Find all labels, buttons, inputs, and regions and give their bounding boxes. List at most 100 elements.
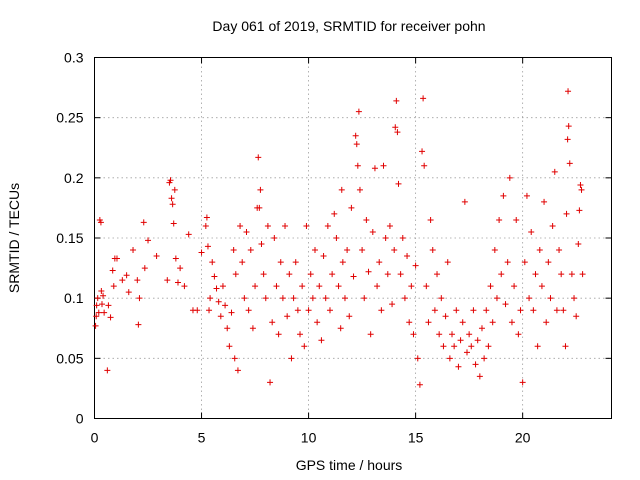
data-point [284, 313, 291, 320]
data-point [326, 307, 333, 314]
data-point [98, 287, 105, 294]
data-point [232, 271, 239, 278]
data-point [181, 283, 188, 290]
data-point [92, 322, 99, 329]
points [92, 88, 586, 388]
data-point [252, 283, 259, 290]
data-point [110, 283, 117, 290]
data-point [286, 271, 293, 278]
data-point [506, 174, 513, 181]
data-point [215, 298, 222, 305]
data-point [545, 259, 552, 266]
data-point [436, 331, 443, 338]
data-point [145, 237, 152, 244]
data-point [299, 283, 306, 290]
data-point [234, 367, 241, 374]
data-point [455, 363, 462, 370]
data-point [95, 309, 102, 316]
data-point [449, 331, 456, 338]
data-point [135, 321, 142, 328]
data-point [429, 247, 436, 254]
data-point [491, 247, 498, 254]
data-point [382, 235, 389, 241]
data-point [421, 162, 428, 169]
data-point [337, 325, 344, 332]
data-point [167, 177, 174, 184]
data-point [100, 292, 107, 299]
y-tick-label: 0.15 [56, 230, 83, 246]
data-point [279, 295, 286, 302]
data-point [107, 314, 114, 321]
data-point [394, 129, 401, 136]
data-point [222, 302, 229, 309]
data-point [365, 268, 372, 275]
x-tick-label: 0 [91, 430, 99, 446]
data-point [94, 295, 101, 302]
data-point [249, 325, 256, 332]
data-point [444, 259, 451, 266]
data-point [170, 220, 177, 227]
data-point [258, 241, 265, 248]
data-point [237, 222, 244, 229]
data-point [243, 228, 250, 235]
data-point [134, 277, 141, 284]
data-point [204, 243, 211, 250]
data-point [271, 235, 278, 241]
data-point [224, 325, 231, 332]
data-point [241, 295, 248, 302]
data-point [543, 319, 550, 326]
data-point [231, 355, 238, 362]
data-point [354, 162, 361, 169]
y-axis-label: SRMTID / TECUs [6, 183, 22, 293]
data-point [556, 247, 563, 254]
data-point [314, 319, 321, 326]
data-point [209, 259, 216, 266]
data-point [498, 271, 505, 278]
data-point [420, 95, 427, 102]
data-point [153, 253, 160, 260]
data-point [130, 247, 137, 254]
data-point [451, 343, 458, 350]
data-point [331, 210, 338, 217]
data-point [230, 247, 237, 254]
data-point [513, 216, 520, 223]
data-point [538, 283, 545, 290]
data-point [579, 271, 586, 278]
data-point [573, 313, 580, 320]
data-point [228, 309, 235, 316]
data-point [526, 295, 533, 302]
data-point [198, 249, 205, 256]
grid [94, 57, 612, 419]
data-point [508, 319, 515, 326]
data-point [502, 301, 509, 308]
data-point [109, 267, 116, 274]
data-point [470, 307, 477, 314]
data-point [528, 228, 535, 235]
data-point [523, 192, 530, 199]
ticks: 0 0.05 0.1 0.15 0.2 0.25 0.3 0 5 10 15 20 [56, 50, 612, 446]
data-point [472, 361, 479, 368]
data-point [578, 186, 585, 193]
data-point [541, 198, 548, 205]
data-point [378, 307, 385, 314]
data-point [168, 195, 175, 202]
data-point [262, 295, 269, 302]
data-point [367, 331, 374, 338]
data-point [519, 379, 526, 386]
data-point [397, 271, 404, 278]
data-point [350, 273, 357, 280]
data-point [226, 343, 233, 350]
data-point [355, 108, 362, 115]
data-point [217, 313, 224, 320]
data-point [247, 247, 254, 254]
data-point [564, 136, 571, 143]
data-point [371, 165, 378, 172]
data-point [316, 283, 323, 290]
data-point [571, 295, 578, 302]
data-point [474, 337, 481, 344]
data-point [346, 313, 353, 320]
data-point [404, 253, 411, 260]
data-point [239, 259, 246, 266]
y-tick-label: 0 [76, 411, 84, 427]
data-point [560, 307, 567, 314]
